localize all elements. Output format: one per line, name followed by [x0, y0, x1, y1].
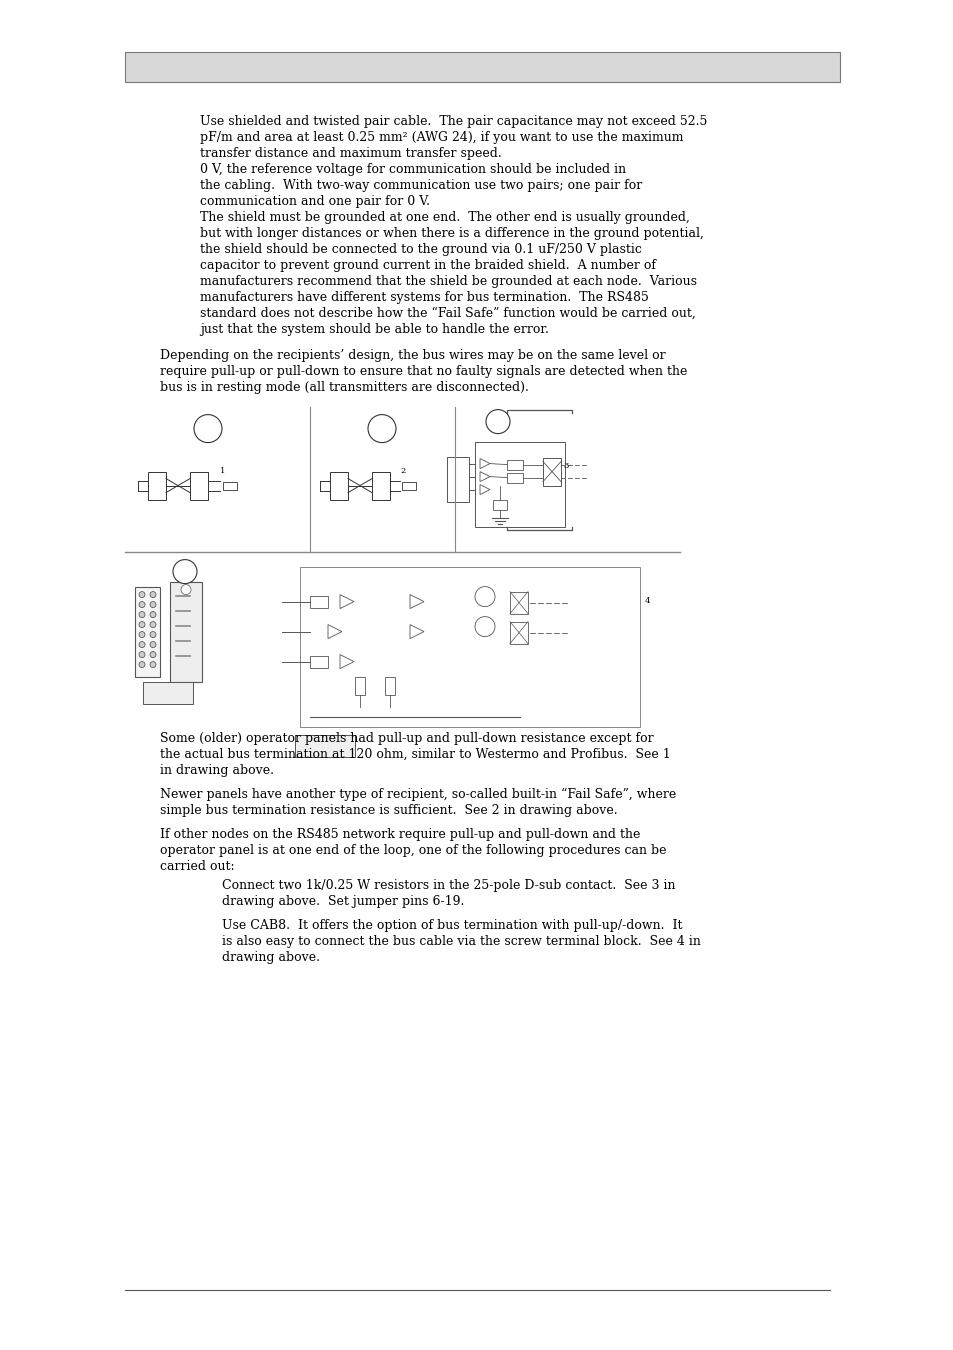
- Circle shape: [150, 652, 156, 657]
- Text: simple bus termination resistance is sufficient.  See 2 in drawing above.: simple bus termination resistance is suf…: [160, 803, 617, 817]
- Bar: [372, 471, 390, 500]
- Bar: [190, 471, 208, 500]
- Text: bus is in resting mode (all transmitters are disconnected).: bus is in resting mode (all transmitters…: [160, 381, 528, 394]
- Text: 0 V, the reference voltage for communication should be included in: 0 V, the reference voltage for communica…: [200, 163, 625, 176]
- Text: require pull-up or pull-down to ensure that no faulty signals are detected when : require pull-up or pull-down to ensure t…: [160, 364, 687, 378]
- Circle shape: [475, 587, 495, 606]
- Bar: [510, 591, 527, 614]
- Bar: [330, 471, 348, 500]
- Circle shape: [172, 560, 196, 583]
- Text: drawing above.  Set jumper pins 6-19.: drawing above. Set jumper pins 6-19.: [222, 895, 464, 907]
- Text: Depending on the recipients’ design, the bus wires may be on the same level or: Depending on the recipients’ design, the…: [160, 348, 665, 362]
- Circle shape: [193, 414, 222, 443]
- Text: operator panel is at one end of the loop, one of the following procedures can be: operator panel is at one end of the loop…: [160, 844, 666, 857]
- Bar: [170, 582, 202, 682]
- Circle shape: [485, 409, 510, 433]
- Circle shape: [139, 621, 145, 628]
- Text: is also easy to connect the bus cable via the screw terminal block.  See 4 in: is also easy to connect the bus cable vi…: [222, 934, 700, 948]
- Bar: [542, 458, 560, 486]
- Text: Additional Installation Tips: Additional Installation Tips: [645, 55, 827, 68]
- Circle shape: [368, 414, 395, 443]
- Polygon shape: [410, 625, 423, 639]
- Text: Use shielded and twisted pair cable.  The pair capacitance may not exceed 52.5: Use shielded and twisted pair cable. The…: [200, 115, 706, 128]
- Polygon shape: [339, 655, 354, 668]
- Circle shape: [150, 602, 156, 608]
- Circle shape: [150, 641, 156, 648]
- Bar: [148, 471, 166, 500]
- Circle shape: [150, 612, 156, 617]
- Circle shape: [139, 612, 145, 617]
- Bar: [135, 587, 160, 676]
- Text: just that the system should be able to handle the error.: just that the system should be able to h…: [200, 323, 548, 336]
- Circle shape: [139, 632, 145, 637]
- Text: transfer distance and maximum transfer speed.: transfer distance and maximum transfer s…: [200, 147, 501, 161]
- Polygon shape: [339, 594, 354, 609]
- Text: Connect two 1k/0.25 W resistors in the 25-pole D-sub contact.  See 3 in: Connect two 1k/0.25 W resistors in the 2…: [222, 879, 675, 892]
- Bar: [355, 676, 365, 695]
- Polygon shape: [479, 485, 490, 494]
- Text: the shield should be connected to the ground via 0.1 uF/250 V plastic: the shield should be connected to the gr…: [200, 243, 641, 256]
- Polygon shape: [479, 459, 490, 468]
- Circle shape: [150, 591, 156, 598]
- Text: pF/m and area at least 0.25 mm² (AWG 24), if you want to use the maximum: pF/m and area at least 0.25 mm² (AWG 24)…: [200, 131, 682, 144]
- Text: manufacturers recommend that the shield be grounded at each node.  Various: manufacturers recommend that the shield …: [200, 275, 697, 288]
- Text: the actual bus termination at 120 ohm, similar to Westermo and Profibus.  See 1: the actual bus termination at 120 ohm, s…: [160, 748, 670, 760]
- Circle shape: [139, 641, 145, 648]
- Text: in drawing above.: in drawing above.: [160, 764, 274, 776]
- Text: but with longer distances or when there is a difference in the ground potential,: but with longer distances or when there …: [200, 227, 703, 240]
- Text: The shield must be grounded at one end.  The other end is usually grounded,: The shield must be grounded at one end. …: [200, 211, 689, 224]
- Bar: [385, 676, 395, 695]
- Bar: [310, 595, 328, 608]
- Circle shape: [150, 621, 156, 628]
- Polygon shape: [410, 594, 423, 609]
- Text: carried out:: carried out:: [160, 860, 234, 872]
- Bar: [475, 441, 564, 526]
- Bar: [401, 482, 416, 490]
- Circle shape: [475, 617, 495, 637]
- Bar: [506, 472, 522, 482]
- Bar: [143, 682, 193, 703]
- Text: capacitor to prevent ground current in the braided shield.  A number of: capacitor to prevent ground current in t…: [200, 259, 656, 271]
- Text: Some (older) operator panels had pull-up and pull-down resistance except for: Some (older) operator panels had pull-up…: [160, 732, 653, 745]
- Bar: [125, 53, 840, 82]
- Bar: [493, 500, 506, 509]
- Circle shape: [139, 602, 145, 608]
- Text: communication and one pair for 0 V.: communication and one pair for 0 V.: [200, 194, 430, 208]
- Circle shape: [150, 632, 156, 637]
- Text: the cabling.  With two-way communication use two pairs; one pair for: the cabling. With two-way communication …: [200, 180, 641, 192]
- Circle shape: [139, 591, 145, 598]
- Text: 3: 3: [562, 462, 568, 470]
- Circle shape: [139, 662, 145, 668]
- Circle shape: [150, 662, 156, 668]
- Circle shape: [181, 585, 191, 594]
- Text: Newer panels have another type of recipient, so-called built-in “Fail Safe”, whe: Newer panels have another type of recipi…: [160, 787, 676, 801]
- Bar: [294, 734, 355, 756]
- Bar: [510, 621, 527, 644]
- Circle shape: [139, 652, 145, 657]
- Bar: [299, 567, 639, 726]
- Bar: [506, 459, 522, 470]
- Bar: [223, 482, 236, 490]
- Text: 1: 1: [220, 467, 225, 475]
- Text: standard does not describe how the “Fail Safe” function would be carried out,: standard does not describe how the “Fail…: [200, 306, 695, 320]
- Polygon shape: [479, 471, 490, 482]
- Bar: [310, 656, 328, 668]
- Text: 4: 4: [644, 597, 650, 605]
- Bar: [447, 456, 469, 502]
- Text: If other nodes on the RS485 network require pull-up and pull-down and the: If other nodes on the RS485 network requ…: [160, 828, 639, 841]
- Polygon shape: [328, 625, 341, 639]
- Text: drawing above.: drawing above.: [222, 950, 319, 964]
- Text: manufacturers have different systems for bus termination.  The RS485: manufacturers have different systems for…: [200, 292, 648, 304]
- Text: Use CAB8.  It offers the option of bus termination with pull-up/-down.  It: Use CAB8. It offers the option of bus te…: [222, 919, 681, 931]
- Text: 2: 2: [399, 467, 405, 475]
